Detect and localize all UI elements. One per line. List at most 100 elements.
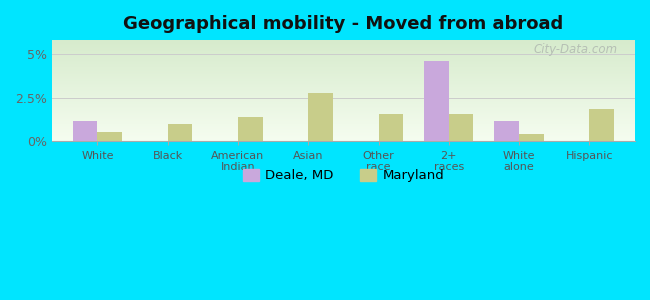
Bar [52,61,635,62]
Bar [52,52,635,53]
Bar [52,101,635,102]
Bar [52,115,635,116]
Bar [52,51,635,52]
Bar [52,119,635,120]
Bar [52,44,635,45]
Bar [52,94,635,95]
Bar [52,87,635,88]
Bar [52,124,635,125]
Bar [52,120,635,121]
Bar [52,78,635,79]
Bar [448,114,473,142]
Bar [52,121,635,122]
Bar [52,136,635,137]
Bar [52,114,635,115]
Bar [52,59,635,60]
Bar [168,124,192,142]
Bar [52,63,635,64]
Bar [52,88,635,89]
Bar [52,118,635,119]
Bar [52,123,635,124]
Bar [52,133,635,134]
Bar [52,141,635,142]
Bar [52,42,635,43]
Legend: Deale, MD, Maryland: Deale, MD, Maryland [237,164,449,188]
Bar [52,48,635,49]
Bar [52,75,635,76]
Bar [52,122,635,123]
Bar [52,62,635,63]
Bar [73,121,98,142]
Bar [52,77,635,78]
Bar [52,93,635,94]
Bar [52,71,635,72]
Bar [52,130,635,131]
Bar [52,139,635,140]
Bar [52,117,635,118]
Bar [52,108,635,109]
Bar [52,96,635,97]
Bar [52,43,635,44]
Bar [52,127,635,128]
Bar [52,86,635,87]
Bar [52,131,635,132]
Bar [52,126,635,127]
Bar [52,125,635,126]
Bar [52,97,635,98]
Bar [52,107,635,108]
Bar [52,83,635,84]
Bar [52,74,635,75]
Bar [52,50,635,51]
Bar [52,92,635,93]
Bar [52,95,635,96]
Bar [52,49,635,50]
Bar [52,56,635,57]
Text: City-Data.com: City-Data.com [534,43,618,56]
Bar [52,128,635,129]
Bar [52,67,635,68]
Bar [52,81,635,82]
Bar [52,41,635,42]
Bar [52,129,635,130]
Bar [52,79,635,80]
Bar [52,65,635,66]
Bar [52,84,635,85]
Bar [52,104,635,105]
Bar [52,134,635,135]
Bar [52,137,635,138]
Bar [52,45,635,46]
Bar [52,53,635,54]
Bar [590,109,614,142]
Bar [52,76,635,77]
Bar [52,66,635,67]
Bar [52,102,635,103]
Bar [52,135,635,136]
Bar [52,73,635,74]
Bar [52,100,635,101]
Bar [52,54,635,55]
Bar [52,68,635,69]
Bar [52,46,635,47]
Bar [52,72,635,73]
Bar [52,138,635,139]
Bar [52,82,635,83]
Bar [52,91,635,92]
Bar [52,105,635,106]
Bar [238,117,263,142]
Bar [52,55,635,56]
Bar [519,134,543,142]
Bar [424,61,448,142]
Bar [52,140,635,141]
Bar [52,112,635,113]
Bar [52,103,635,104]
Bar [52,69,635,70]
Bar [52,111,635,112]
Bar [52,58,635,59]
Bar [52,70,635,71]
Bar [52,110,635,111]
Bar [52,80,635,81]
Bar [52,57,635,58]
Title: Geographical mobility - Moved from abroad: Geographical mobility - Moved from abroa… [124,15,564,33]
Bar [378,113,403,142]
Bar [52,85,635,86]
